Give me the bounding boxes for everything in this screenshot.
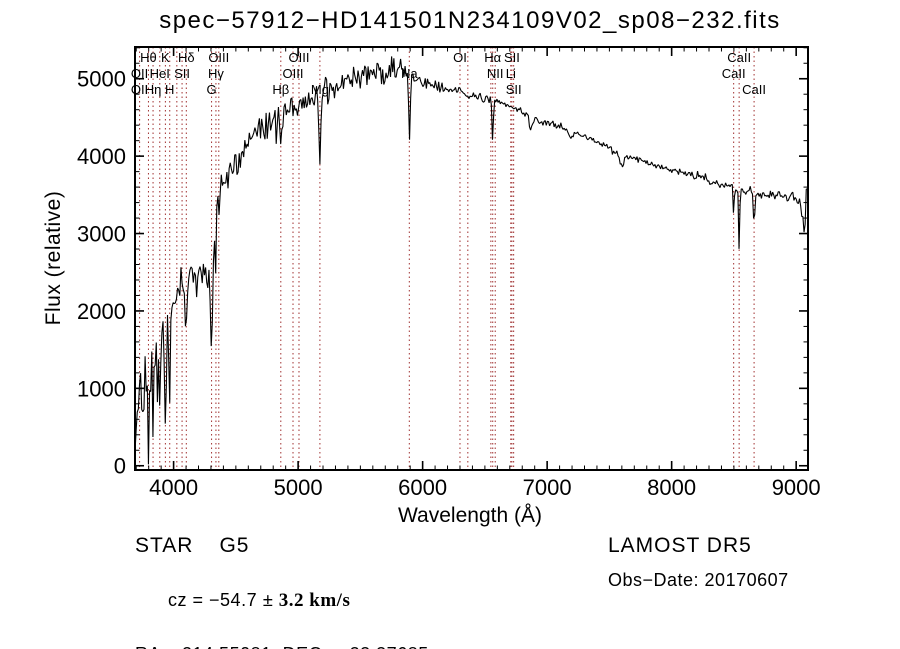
object-subclass: G5: [219, 534, 250, 557]
survey-release: LAMOST DR5: [608, 534, 752, 557]
survey-info-block: LAMOST DR5 Obs−Date: 20170607: [608, 534, 789, 591]
spectral-line-label: H: [165, 82, 174, 97]
spectral-line-label: NII: [487, 66, 504, 81]
x-tick-label: 9000: [772, 475, 821, 500]
spectral-line-label: Hη: [145, 82, 162, 97]
spectral-line-label: OIII: [208, 50, 229, 65]
spectral-line-label: SII: [174, 66, 190, 81]
x-tick-label: 7000: [523, 475, 572, 500]
object-info-block: STAR G5 cz = −54.7 ± 3.2 km/s RA = 214.55…: [135, 534, 429, 649]
spectral-line-label: SII: [506, 82, 522, 97]
y-tick-label: 0: [114, 454, 126, 479]
spectral-line-label: CaII: [742, 82, 766, 97]
spectral-line-label: Hδ: [178, 50, 195, 65]
spectral-line-label: CaII: [722, 66, 746, 81]
spectral-line-label: OIII: [283, 66, 304, 81]
y-tick-label: 3000: [77, 222, 126, 247]
spectral-line-label: K: [161, 50, 170, 65]
object-class: STAR: [135, 534, 194, 557]
cz-error: ± 3.2 km/s: [262, 590, 351, 611]
spectral-line-label: Hα: [484, 50, 501, 65]
plot-frame: [134, 46, 809, 471]
classification-line: STAR G5: [135, 534, 429, 558]
spectral-line-label: Mg: [311, 82, 329, 97]
y-tick-label: 5000: [77, 67, 126, 92]
x-axis-label: Wavelength (Å): [398, 504, 542, 527]
y-tick-label: 1000: [77, 376, 126, 401]
cz-value: cz = −54.7: [168, 590, 258, 610]
spectral-line-label: G: [207, 82, 217, 97]
spectral-line-label: OIII: [289, 50, 310, 65]
spectral-line-label: SII: [504, 50, 520, 65]
x-tick-label: 8000: [647, 475, 696, 500]
spectral-line-label: Hβ: [272, 82, 289, 97]
y-axis-label: Flux (relative): [42, 190, 65, 326]
obs-date: Obs−Date: 20170607: [608, 570, 789, 590]
x-tick-label: 6000: [398, 475, 447, 500]
x-tick-label: 4000: [149, 475, 198, 500]
plot-title: spec−57912−HD141501N234109V02_sp08−232.f…: [159, 7, 781, 34]
radial-velocity-line: cz = −54.7 ± 3.2 km/s: [135, 569, 429, 633]
spectrum-trace: [134, 56, 808, 465]
x-tick-label: 5000: [274, 475, 323, 500]
spectral-line-label: Hθ: [140, 50, 157, 65]
y-tick-label: 4000: [77, 144, 126, 169]
spectral-line-label: Li: [506, 66, 516, 81]
coordinates-line: RA = 214.55081, DEC = 23.37685: [135, 644, 429, 649]
y-tick-label: 2000: [77, 299, 126, 324]
spectral-line-label: Hγ: [208, 66, 224, 81]
spectral-line-label: OI: [453, 50, 467, 65]
spectral-line-label: HeI: [150, 66, 170, 81]
spectral-line-label: CaII: [727, 50, 751, 65]
